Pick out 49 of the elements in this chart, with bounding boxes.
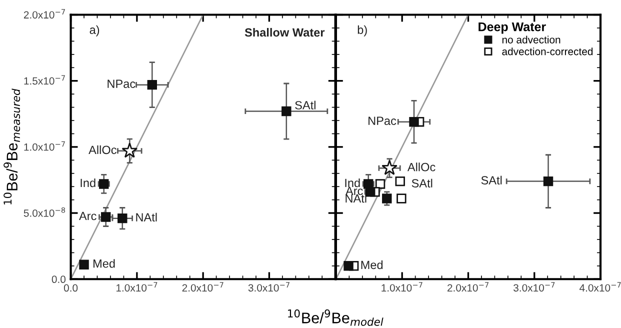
x-tick-label: 3.0x10$^{−7}$ [514,282,555,292]
x-tick-label: 1.0x10$^{−7}$ [382,282,422,292]
x-tick-label: 0.0 [64,284,78,292]
point [122,142,138,158]
y-tick-label: 2.0x10$^{−7}$ [24,9,65,19]
annotation: Med [361,260,383,270]
annotation: SAtl [412,178,432,188]
y-tick-label: 1.5x10$^{−7}$ [24,75,65,85]
y-tick-label: 5.0x10$^{−8}$ [24,207,66,217]
x-tick-label: 4.0x10$^{−7}$ [579,282,621,292]
annotation: Ind [80,178,96,188]
point [375,179,386,189]
annotation: Med [94,259,115,268]
annotation: AllOc [407,162,436,172]
y-tick-label: 1.0x10$^{−7}$ [24,141,65,151]
legend-title: Deep Water [478,22,546,34]
point [382,160,398,175]
legend-label: no advection [502,36,560,44]
point [282,106,292,116]
point [409,116,419,127]
annotation: Arc [346,186,363,196]
x-tick-label: 1.0x10$^{−7}$ [116,282,158,292]
annotation: a) [90,25,100,36]
annotation: NPac [368,116,396,125]
annotation: NAtl [346,194,366,203]
legend-label: advection-corrected [502,48,593,56]
point [79,260,89,270]
x-tick-label: 3.0x10$^{−7}$ [248,282,290,292]
y-tick-label: 0.0 [52,276,66,284]
point [395,176,405,186]
annotation: Arc [79,212,96,220]
point [118,213,128,224]
point [543,176,554,186]
annotation: NPac [108,80,136,88]
annotation: Ind [345,178,360,188]
annotation: b) [358,25,367,36]
annotation: Shallow Water [244,28,325,37]
x-tick-label: 2.0x10$^{−7}$ [448,282,488,292]
point [396,194,406,204]
annotation: AllOc [88,145,116,154]
x-axis-title: $^{10}$Be/$^{9}$Be$_{model}$ [288,309,384,326]
point [147,80,158,90]
annotation: SAtl [295,100,316,110]
point [344,261,354,271]
annotation: NAtl [136,212,157,222]
y-axis-title: $^{10}$Be/$^{9}$Be$_{measured}$ [4,88,20,204]
point [382,194,392,204]
annotation: SAtl [481,176,502,184]
x-tick-label: 2.0x10$^{−7}$ [182,282,224,292]
